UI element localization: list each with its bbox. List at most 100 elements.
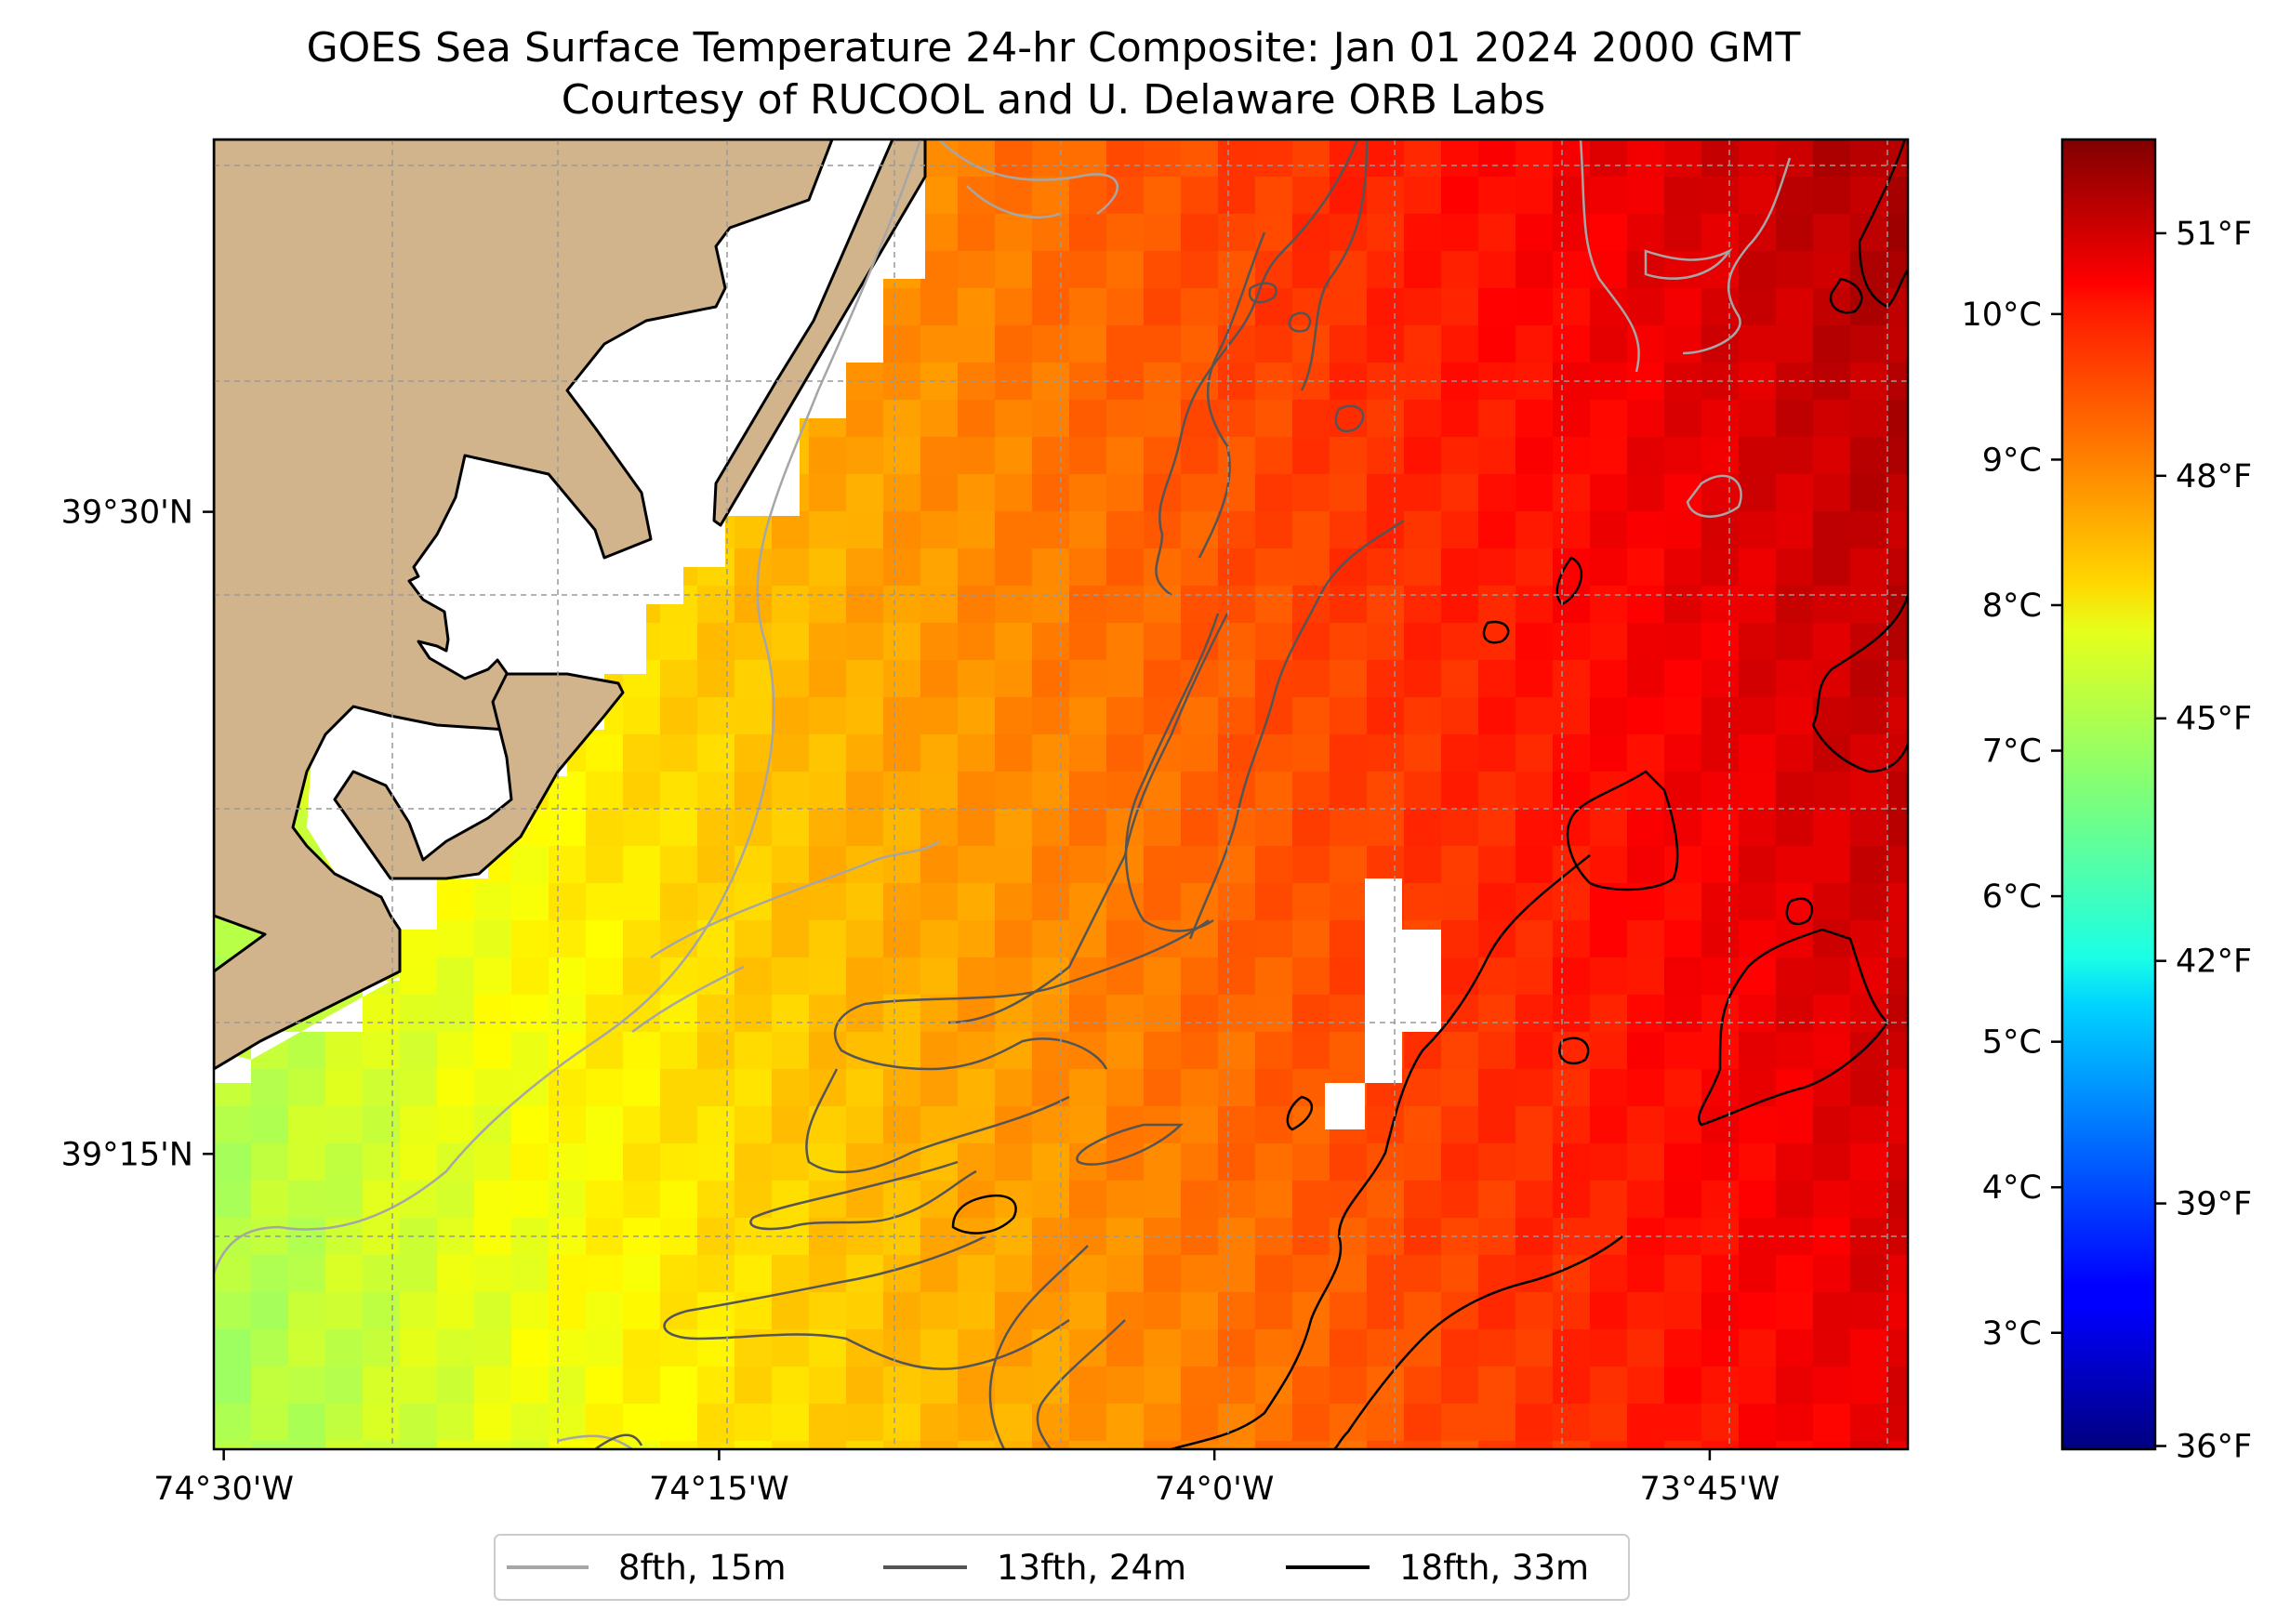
sst-pixel bbox=[920, 251, 959, 289]
sst-pixel bbox=[1664, 957, 1702, 996]
sst-pixel bbox=[623, 1329, 661, 1367]
sst-pixel bbox=[1776, 251, 1814, 289]
sst-pixel bbox=[995, 548, 1033, 587]
sst-pixel bbox=[809, 883, 847, 921]
sst-pixel bbox=[1367, 1255, 1405, 1293]
sst-pixel bbox=[772, 660, 810, 698]
sst-pixel bbox=[1516, 1329, 1554, 1367]
sst-pixel bbox=[1367, 177, 1405, 215]
sst-pixel bbox=[958, 697, 996, 735]
sst-pixel bbox=[1069, 995, 1107, 1033]
sst-pixel bbox=[920, 846, 959, 884]
sst-pixel bbox=[995, 995, 1033, 1033]
sst-pixel bbox=[920, 474, 959, 512]
sst-pixel bbox=[1441, 474, 1479, 512]
sst-pixel bbox=[325, 1143, 364, 1182]
sst-pixel bbox=[1478, 139, 1516, 178]
sst-pixel bbox=[1330, 325, 1368, 363]
sst-pixel bbox=[1664, 288, 1702, 326]
sst-pixel bbox=[1776, 1069, 1814, 1107]
sst-pixel bbox=[586, 957, 624, 996]
sst-pixel bbox=[1032, 623, 1070, 661]
sst-pixel bbox=[1664, 1181, 1702, 1219]
sst-pixel bbox=[325, 1255, 364, 1293]
sst-pixel bbox=[1516, 957, 1554, 996]
sst-pixel bbox=[1887, 1218, 1908, 1256]
sst-pixel bbox=[1106, 697, 1145, 735]
sst-pixel bbox=[1255, 734, 1293, 772]
sst-pixel bbox=[1218, 1329, 1256, 1367]
sst-pixel bbox=[1367, 1181, 1405, 1219]
sst-pixel bbox=[288, 1181, 326, 1219]
sst-pixel bbox=[1739, 1255, 1777, 1293]
x-tick-label: 74°30'W bbox=[153, 1471, 294, 1508]
sst-pixel bbox=[772, 1255, 810, 1293]
sst-pixel bbox=[1553, 623, 1591, 661]
legend-box bbox=[494, 1534, 1630, 1601]
sst-pixel bbox=[1887, 697, 1908, 735]
sst-pixel bbox=[735, 548, 773, 587]
sst-pixel bbox=[1255, 511, 1293, 549]
sst-pixel bbox=[958, 548, 996, 587]
sst-pixel bbox=[474, 1032, 512, 1070]
sst-pixel bbox=[1441, 437, 1479, 475]
sst-pixel bbox=[809, 660, 847, 698]
sst-pixel bbox=[586, 1292, 624, 1330]
sst-pixel bbox=[1330, 548, 1368, 587]
sst-pixel bbox=[1701, 734, 1740, 772]
sst-pixel bbox=[1776, 623, 1814, 661]
sst-pixel bbox=[214, 1367, 252, 1405]
y-tick-label: 39°15'N bbox=[61, 1136, 193, 1173]
sst-pixel bbox=[920, 325, 959, 363]
sst-pixel bbox=[772, 697, 810, 735]
sst-pixel bbox=[1701, 697, 1740, 735]
sst-pixel bbox=[1069, 920, 1107, 958]
sst-pixel bbox=[1776, 214, 1814, 252]
sst-pixel bbox=[1478, 1181, 1516, 1219]
sst-pixel bbox=[809, 1143, 847, 1182]
sst-pixel bbox=[697, 1069, 735, 1107]
sst-pixel bbox=[1478, 511, 1516, 549]
colorbar-fahrenheit-axis: 36°F 39°F 42°F 45°F 48°F 51°F bbox=[2155, 216, 2252, 1466]
sst-pixel bbox=[1553, 660, 1591, 698]
sst-pixel bbox=[1813, 1181, 1851, 1219]
sst-pixel bbox=[1144, 809, 1182, 847]
sst-pixel bbox=[586, 1441, 624, 1449]
sst-pixel bbox=[214, 1143, 252, 1182]
sst-pixel bbox=[1776, 1329, 1814, 1367]
sst-pixel bbox=[1255, 957, 1293, 996]
sst-pixel bbox=[1739, 1181, 1777, 1219]
sst-pixel bbox=[1144, 1292, 1182, 1330]
legend-label-18fth: 18fth, 33m bbox=[1399, 1548, 1589, 1588]
sst-pixel bbox=[1441, 1069, 1479, 1107]
sst-pixel bbox=[995, 474, 1033, 512]
sst-pixel bbox=[623, 1292, 661, 1330]
sst-pixel bbox=[1664, 177, 1702, 215]
colorbar-fahrenheit-label: 39°F bbox=[2176, 1186, 2252, 1223]
sst-pixel bbox=[437, 1441, 475, 1449]
sst-pixel bbox=[883, 1367, 921, 1405]
sst-pixel bbox=[995, 1255, 1033, 1293]
sst-pixel bbox=[1664, 1255, 1702, 1293]
sst-pixel bbox=[1887, 586, 1908, 624]
sst-pixel bbox=[1553, 511, 1591, 549]
sst-pixel bbox=[1850, 660, 1888, 698]
sst-pixel bbox=[995, 288, 1033, 326]
sst-pixel bbox=[1218, 772, 1256, 810]
sst-pixel bbox=[1330, 697, 1368, 735]
sst-pixel bbox=[1478, 548, 1516, 587]
sst-pixel bbox=[1739, 883, 1777, 921]
sst-pixel bbox=[958, 437, 996, 475]
colorbar-celsius-label: 9°C bbox=[1982, 442, 2042, 479]
sst-pixel bbox=[1813, 734, 1851, 772]
sst-pixel bbox=[1441, 1441, 1479, 1449]
sst-pixel bbox=[1255, 437, 1293, 475]
sst-pixel bbox=[1516, 1143, 1554, 1182]
sst-pixel bbox=[1255, 1441, 1293, 1449]
sst-pixel bbox=[251, 1441, 289, 1449]
sst-pixel bbox=[1106, 548, 1145, 587]
sst-pixel bbox=[660, 1292, 698, 1330]
sst-pixel bbox=[883, 437, 921, 475]
sst-pixel bbox=[1181, 1441, 1219, 1449]
sst-pixel bbox=[1330, 1367, 1368, 1405]
